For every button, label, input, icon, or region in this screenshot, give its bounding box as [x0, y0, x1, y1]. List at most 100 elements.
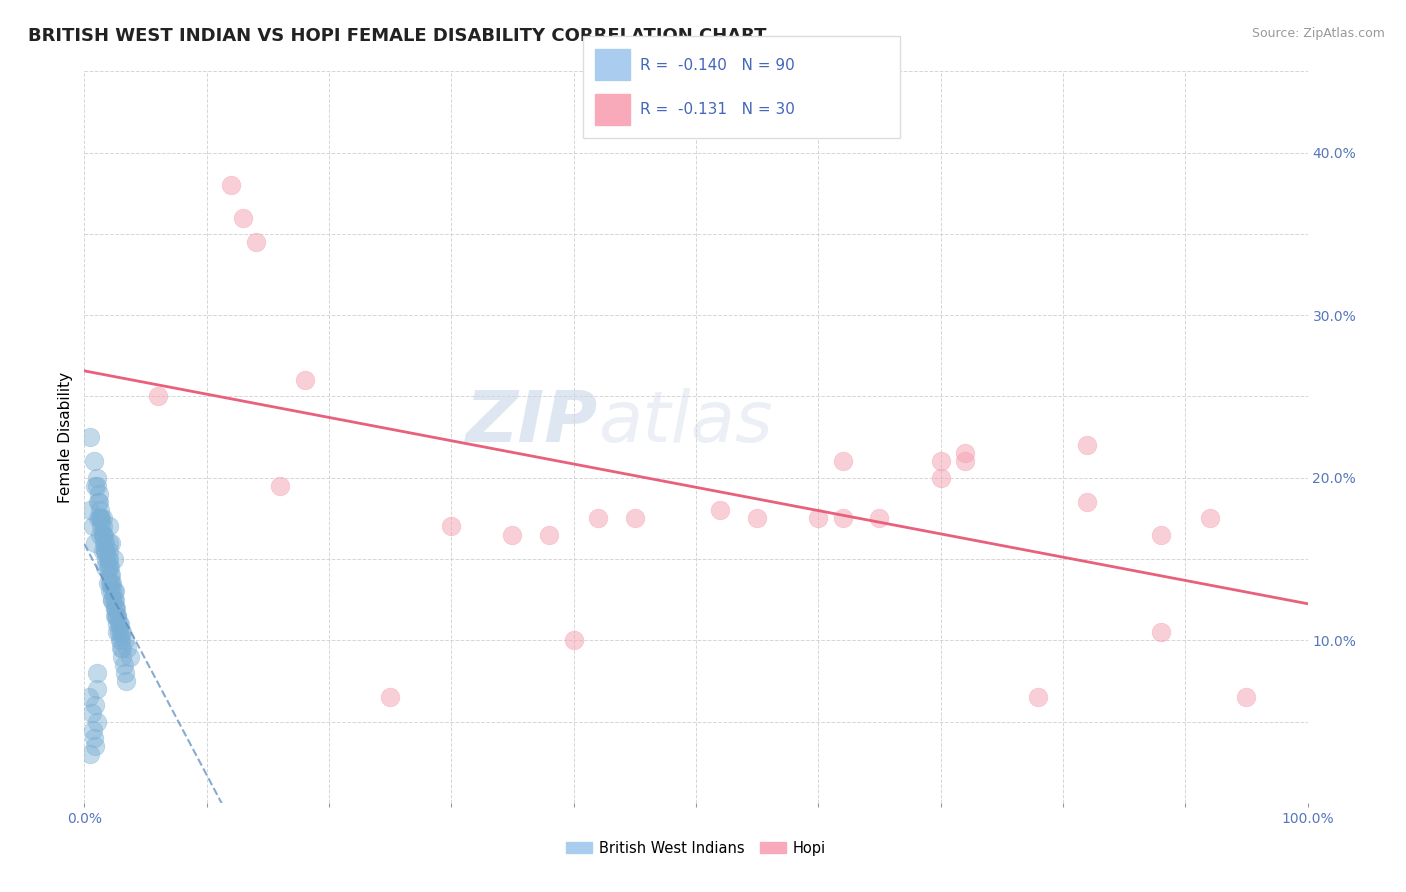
Point: [100, 576, 122, 591]
Point: [1028, 690, 1050, 705]
Point: [118, 649, 141, 664]
Point: [94, 535, 117, 549]
Point: [269, 479, 291, 493]
Point: [1076, 495, 1098, 509]
Point: [79, 503, 101, 517]
Point: [112, 657, 135, 672]
Point: [84, 479, 107, 493]
Point: [232, 211, 254, 225]
Point: [146, 389, 169, 403]
Point: [100, 568, 122, 582]
Point: [87, 495, 110, 509]
Point: [86, 714, 108, 729]
Point: [89, 511, 111, 525]
Point: [440, 519, 463, 533]
Point: [83, 731, 105, 745]
Point: [93, 527, 115, 541]
Point: [84, 698, 107, 713]
Point: [219, 178, 242, 193]
Point: [91, 519, 114, 533]
Point: [82, 519, 104, 533]
Point: [77, 690, 100, 705]
Point: [96, 544, 118, 558]
Point: [97, 560, 120, 574]
Point: [110, 641, 132, 656]
Point: [89, 511, 111, 525]
Point: [562, 633, 585, 648]
Point: [91, 511, 114, 525]
Point: [115, 641, 138, 656]
Point: [97, 535, 120, 549]
Point: [94, 544, 117, 558]
Point: [105, 608, 128, 623]
Point: [115, 673, 138, 688]
Point: [87, 495, 110, 509]
Point: [103, 592, 125, 607]
Point: [94, 544, 117, 558]
Point: [1076, 438, 1098, 452]
Point: [105, 608, 128, 623]
Point: [747, 511, 769, 525]
Point: [82, 723, 104, 737]
Point: [79, 430, 101, 444]
Point: [97, 552, 120, 566]
Point: [104, 600, 127, 615]
Point: [108, 617, 131, 632]
Point: [91, 527, 114, 541]
Point: [94, 560, 117, 574]
Point: [107, 625, 129, 640]
Point: [294, 373, 316, 387]
Point: [953, 446, 976, 460]
Point: [100, 535, 122, 549]
Point: [709, 503, 731, 517]
Point: [91, 544, 114, 558]
Point: [90, 511, 112, 525]
Point: [929, 454, 952, 468]
Point: [93, 535, 115, 549]
Point: [83, 454, 105, 468]
Point: [86, 479, 108, 493]
Point: [79, 747, 101, 761]
Y-axis label: Female Disability: Female Disability: [58, 371, 73, 503]
Point: [86, 471, 108, 485]
Point: [105, 600, 128, 615]
Point: [96, 552, 118, 566]
Point: [111, 649, 134, 664]
Point: [105, 608, 128, 623]
Point: [90, 519, 112, 533]
Point: [84, 739, 107, 753]
Point: [87, 487, 110, 501]
Legend: British West Indians, Hopi: British West Indians, Hopi: [560, 835, 832, 862]
Point: [108, 633, 131, 648]
Text: R =  -0.140   N = 90: R = -0.140 N = 90: [640, 58, 794, 72]
Point: [91, 527, 114, 541]
Point: [97, 519, 120, 533]
Point: [103, 552, 125, 566]
Point: [89, 527, 111, 541]
Point: [104, 608, 127, 623]
Point: [110, 633, 132, 648]
Point: [869, 511, 891, 525]
Point: [103, 584, 125, 599]
Point: [104, 584, 127, 599]
Point: [97, 560, 120, 574]
Point: [807, 511, 830, 525]
Point: [87, 511, 110, 525]
Point: [953, 454, 976, 468]
Point: [101, 576, 124, 591]
Point: [97, 544, 120, 558]
Point: [380, 690, 402, 705]
Point: [111, 625, 134, 640]
Text: R =  -0.131   N = 30: R = -0.131 N = 30: [640, 103, 794, 117]
Point: [110, 625, 132, 640]
Point: [84, 535, 107, 549]
Point: [98, 584, 121, 599]
Point: [111, 641, 134, 656]
Point: [105, 617, 128, 632]
Point: [114, 633, 136, 648]
Point: [929, 471, 952, 485]
Point: [101, 592, 124, 607]
Point: [86, 681, 108, 696]
Point: [1236, 690, 1258, 705]
Text: ZIP: ZIP: [465, 388, 598, 457]
